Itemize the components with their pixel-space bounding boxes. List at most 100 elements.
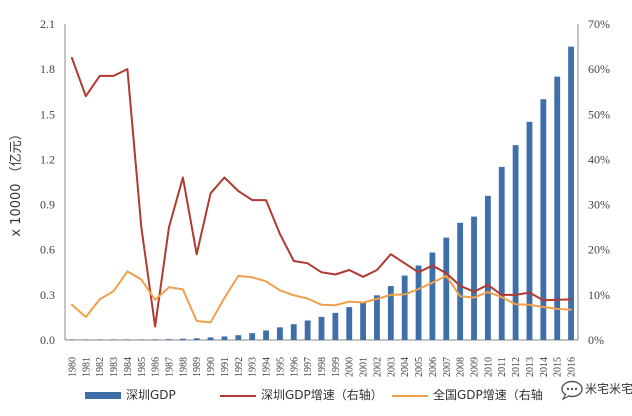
- y-tick-label: 1.5: [40, 107, 55, 121]
- x-tick-label: 2004: [400, 357, 411, 377]
- x-tick-label: 1992: [234, 357, 245, 377]
- bar-2009: [471, 217, 477, 340]
- y2-tick-label: 20%: [588, 243, 610, 257]
- x-tick-label: 1995: [275, 357, 286, 377]
- x-tick-label: 1980: [67, 357, 78, 377]
- y2-tick-label: 60%: [588, 62, 610, 76]
- chart: 0.0 0.3 0.6 0.9 1.2 1.5 1.8 2.1 0% 10% 20% 30% 40% 5…: [0, 0, 632, 416]
- x-tick-label: 1985: [137, 357, 148, 377]
- x-tick-label: 1999: [331, 357, 342, 377]
- national-gdp-growth-line: [72, 271, 571, 322]
- x-tick-label: 2002: [372, 357, 383, 377]
- bar-2012: [513, 145, 519, 340]
- legend-label-shenzhen-growth: 深圳GDP增速（右轴）: [261, 387, 383, 402]
- bar-1986: [152, 339, 158, 340]
- x-tick-label: 2000: [345, 357, 356, 377]
- bar-1985: [138, 339, 144, 340]
- x-tick-label: 2001: [359, 357, 370, 377]
- bar-2011: [499, 167, 505, 340]
- bar-2014: [540, 99, 546, 340]
- x-tick-label: 1988: [178, 357, 189, 377]
- bar-1980: [69, 339, 75, 340]
- y-axis-label: x 10000 （亿元）: [9, 127, 24, 236]
- x-tick-label: 2011: [497, 357, 508, 377]
- bar-1987: [166, 339, 172, 340]
- x-tick-label: 2014: [539, 357, 550, 377]
- x-tick-label: 1984: [123, 357, 134, 377]
- x-tick-label: 1998: [317, 357, 328, 377]
- x-tick-label: 2007: [442, 357, 453, 377]
- y-tick-label: 1.8: [40, 62, 55, 76]
- bar-1993: [249, 333, 255, 340]
- chat-bubble-icon: [562, 382, 582, 400]
- bar-2007: [443, 238, 449, 340]
- x-tick-label: 2003: [386, 357, 397, 377]
- x-tick-label: 2005: [414, 357, 425, 377]
- bar-2005: [416, 265, 422, 340]
- y2-tick-label: 0%: [588, 333, 604, 347]
- y-tick-labels: 0.0 0.3 0.6 0.9 1.2 1.5 1.8 2.1: [40, 17, 55, 347]
- x-tick-label: 2010: [483, 357, 494, 377]
- bar-1996: [291, 324, 297, 340]
- x-tick-label: 2015: [553, 357, 564, 377]
- x-tick-label: 1987: [164, 357, 175, 377]
- bar-1995: [277, 327, 283, 340]
- bar-2016: [568, 47, 574, 340]
- x-tick-label: 2006: [428, 357, 439, 377]
- y2-tick-label: 70%: [588, 17, 610, 31]
- bar-2010: [485, 196, 491, 340]
- legend: 深圳GDP 深圳GDP增速（右轴） 全国GDP增速（右轴: [85, 387, 543, 402]
- x-tick-label: 2016: [567, 357, 578, 377]
- bar-1994: [263, 330, 269, 340]
- y-tick-label: 2.1: [40, 17, 55, 31]
- x-tick-label: 1991: [220, 357, 231, 377]
- x-tick-label: 1986: [151, 357, 162, 377]
- bar-1981: [83, 339, 89, 340]
- x-tick-label: 1997: [303, 357, 314, 377]
- bar-2001: [360, 303, 366, 340]
- bar-1988: [180, 339, 186, 340]
- x-tick-label: 1981: [81, 357, 92, 377]
- y2-tick-label: 50%: [588, 107, 610, 121]
- bar-2002: [374, 295, 380, 340]
- legend-label-shenzhen-gdp: 深圳GDP: [126, 388, 176, 402]
- x-tick-label: 1989: [192, 357, 203, 377]
- bar-2004: [402, 276, 408, 340]
- bar-1983: [111, 339, 117, 340]
- x-tick-label: 1990: [206, 357, 217, 377]
- legend-label-national-growth: 全国GDP增速（右轴: [433, 387, 543, 402]
- bar-1990: [208, 337, 214, 340]
- y2-tick-label: 10%: [588, 288, 610, 302]
- bar-2013: [527, 122, 533, 340]
- x-tick-labels: 1980 1981 1982 1983 1984 1985 1986 1987 1988 1989…: [67, 357, 577, 377]
- y2-tick-labels: 0% 10% 20% 30% 40% 50% 60% 70%: [588, 17, 610, 347]
- x-tick-label: 2008: [456, 357, 467, 377]
- y2-tick-label: 40%: [588, 152, 610, 166]
- x-tick-label: 2009: [470, 357, 481, 377]
- bar-1984: [124, 339, 130, 340]
- x-tick-label: 1994: [262, 357, 273, 377]
- bar-2000: [346, 307, 352, 340]
- bar-1997: [305, 320, 311, 340]
- y-tick-label: 1.2: [40, 152, 55, 166]
- x-tick-label: 1982: [95, 357, 106, 377]
- y-tick-label: 0.0: [40, 333, 55, 347]
- bar-1992: [235, 335, 241, 340]
- x-tick-label: 1983: [109, 357, 120, 377]
- y2-tick-label: 30%: [588, 198, 610, 212]
- bar-1989: [194, 338, 200, 340]
- bar-1982: [97, 339, 103, 340]
- watermark-text: 米宅米宅: [585, 381, 632, 396]
- y-tick-label: 0.9: [40, 198, 55, 212]
- x-tick-label: 2012: [511, 357, 522, 377]
- y-tick-label: 0.3: [40, 288, 55, 302]
- bar-2008: [457, 223, 463, 340]
- bar-1998: [319, 317, 325, 340]
- bar-1991: [222, 336, 228, 340]
- y-tick-label: 0.6: [40, 243, 55, 257]
- x-tick-label: 2013: [525, 357, 536, 377]
- bar-1999: [332, 313, 338, 340]
- lines: [72, 58, 571, 327]
- legend-swatch-bar: [85, 392, 121, 399]
- x-tick-label: 1996: [289, 357, 300, 377]
